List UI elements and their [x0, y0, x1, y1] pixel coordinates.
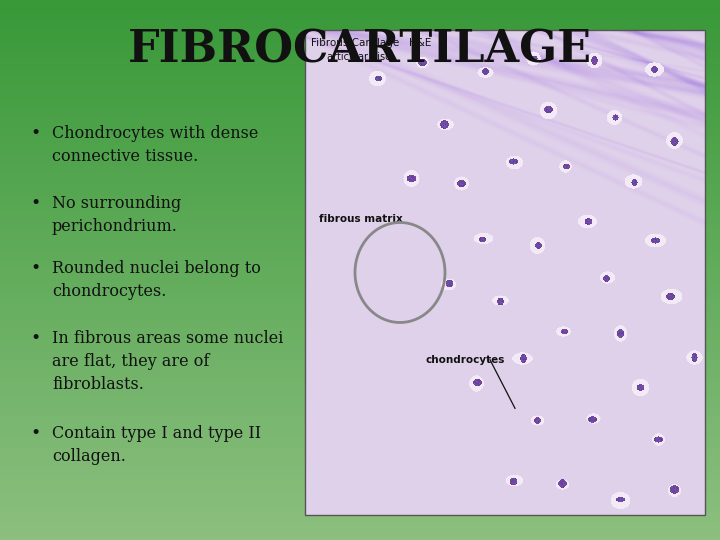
Text: •: •	[30, 195, 40, 212]
Text: Rounded nuclei belong to
chondrocytes.: Rounded nuclei belong to chondrocytes.	[52, 260, 261, 300]
Text: •: •	[30, 125, 40, 142]
Text: fibrous matrix: fibrous matrix	[319, 214, 402, 224]
Bar	[305, 30, 705, 515]
Text: Contain type I and type II
collagen.: Contain type I and type II collagen.	[52, 425, 261, 465]
Text: articular disc: articular disc	[327, 52, 390, 62]
Text: Fibrous Cartilage   H&E: Fibrous Cartilage H&E	[311, 38, 431, 48]
Text: Chondrocytes with dense
connective tissue.: Chondrocytes with dense connective tissu…	[52, 125, 258, 165]
Text: •: •	[30, 260, 40, 277]
Text: In fibrous areas some nuclei
are flat, they are of
fibroblasts.: In fibrous areas some nuclei are flat, t…	[52, 330, 284, 393]
Text: chondrocytes: chondrocytes	[425, 355, 505, 365]
Text: No surrounding
perichondrium.: No surrounding perichondrium.	[52, 195, 181, 235]
Text: •: •	[30, 425, 40, 442]
Text: •: •	[30, 330, 40, 347]
Text: FIBROCARTILAGE: FIBROCARTILAGE	[128, 29, 592, 71]
